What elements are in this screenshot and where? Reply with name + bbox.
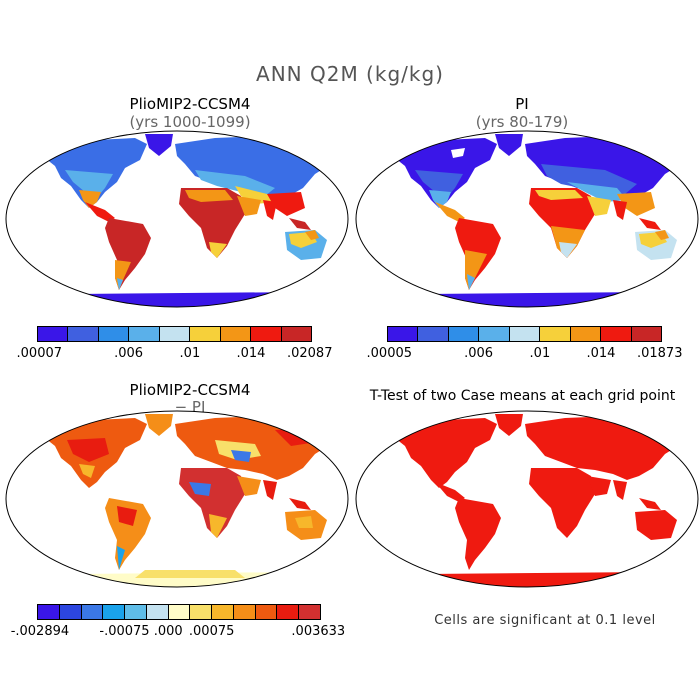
colorbar-tick-label: -.002894 xyxy=(10,624,70,639)
colorbar-tick-label: .014 xyxy=(236,346,266,361)
colorbar-tick-label: .006 xyxy=(114,346,144,361)
landmass-south-america xyxy=(105,498,151,570)
landmass-south-america xyxy=(105,218,151,290)
colorbar-swatch xyxy=(509,327,541,341)
map-pi-q2m xyxy=(355,130,699,308)
colorbar-swatch xyxy=(277,605,300,619)
colorbar-tick-label: .01 xyxy=(529,346,551,361)
colorbar-tick-label: .02087 xyxy=(286,346,333,361)
colorbar-tick-label: .000 xyxy=(153,624,183,639)
landmass-arabia xyxy=(587,476,611,496)
colorbar-difference-labels: -.002894 -.00075.000 .00075 .003633 xyxy=(11,624,345,640)
landmass-north-america xyxy=(395,418,497,488)
landmass-greenland xyxy=(495,414,523,436)
colorbar-tick-label: .01 xyxy=(179,346,201,361)
colorbar-swatch xyxy=(68,327,99,341)
map-difference-q2m xyxy=(5,410,349,588)
landmass-central-america xyxy=(435,482,465,502)
colorbar-tick-label: -.00075 xyxy=(99,624,150,639)
colorbar-tick-label: .006 xyxy=(464,346,494,361)
colorbar-swatch xyxy=(38,605,60,619)
colorbar-swatch xyxy=(281,327,311,341)
colorbar-pi xyxy=(387,326,662,342)
panel-3-title: PlioMIP2-CCSM4 xyxy=(129,381,251,399)
colorbar-tick-label: .01873 xyxy=(636,346,683,361)
colorbar-tick-label: .003633 xyxy=(291,624,346,639)
landmass-antarctica xyxy=(359,572,695,587)
figure-title: ANN Q2M (kg/kg) xyxy=(256,62,444,86)
colorbar-tick-label: .00005 xyxy=(366,346,413,361)
colorbar-swatch xyxy=(190,327,221,341)
colorbar-swatch xyxy=(190,605,213,619)
colorbar-swatch xyxy=(631,327,661,341)
colorbar-tick-label: .00075 xyxy=(188,624,235,639)
map-plio-q2m xyxy=(5,130,349,308)
colorbar-swatch xyxy=(255,605,278,619)
colorbar-swatch xyxy=(299,605,320,619)
colorbar-swatch xyxy=(540,327,571,341)
colorbar-swatch xyxy=(81,605,104,619)
landmass-africa xyxy=(179,188,245,258)
colorbar-swatch xyxy=(98,327,130,341)
panel-1-title: PlioMIP2-CCSM4 xyxy=(129,95,251,113)
landmass-india xyxy=(613,480,627,500)
panel-2-title: PI xyxy=(515,95,529,113)
significance-note: Cells are significant at 0.1 level xyxy=(434,613,656,628)
colorbar-swatch xyxy=(129,327,160,341)
colorbar-swatch xyxy=(448,327,480,341)
landmass-greenland xyxy=(495,134,523,156)
colorbar-difference xyxy=(37,604,321,620)
landmass-greenland xyxy=(145,414,173,436)
colorbar-swatch xyxy=(388,327,419,341)
landmass-se-asia xyxy=(639,498,661,510)
panel-2-subtitle: (yrs 80-179) xyxy=(475,113,569,131)
landmass-africa xyxy=(529,468,595,538)
colorbar-swatch xyxy=(146,605,169,619)
colorbar-swatch xyxy=(418,327,449,341)
colorbar-tick-label: .00007 xyxy=(16,346,63,361)
panel-4-title: T-Test of two Case means at each grid po… xyxy=(369,388,676,404)
colorbar-tick-label: .014 xyxy=(586,346,616,361)
colorbar-swatch xyxy=(168,605,191,619)
colorbar-swatch xyxy=(103,605,126,619)
colorbar-plio-labels: .00007 .006 .01 .014 .02087 xyxy=(17,346,333,362)
colorbar-swatch xyxy=(233,605,256,619)
colorbar-swatch xyxy=(601,327,632,341)
colorbar-swatch xyxy=(479,327,510,341)
colorbar-swatch xyxy=(220,327,252,341)
colorbar-swatch xyxy=(159,327,191,341)
landmass-antarctica xyxy=(9,292,345,307)
colorbar-plio xyxy=(37,326,312,342)
colorbar-swatch xyxy=(38,327,69,341)
landmass-antarctica xyxy=(359,292,695,307)
landmass-south-america xyxy=(455,498,501,570)
colorbar-swatch xyxy=(251,327,282,341)
landmass-greenland xyxy=(145,134,173,156)
colorbar-swatch xyxy=(570,327,602,341)
panel-1-subtitle: (yrs 1000-1099) xyxy=(129,113,251,131)
map-ttest-significance xyxy=(355,410,699,588)
colorbar-pi-labels: .00005 .006 .01 .014 .01873 xyxy=(367,346,683,362)
landmass-australia xyxy=(635,510,677,540)
colorbar-swatch xyxy=(125,605,147,619)
colorbar-swatch xyxy=(59,605,82,619)
colorbar-swatch xyxy=(212,605,234,619)
